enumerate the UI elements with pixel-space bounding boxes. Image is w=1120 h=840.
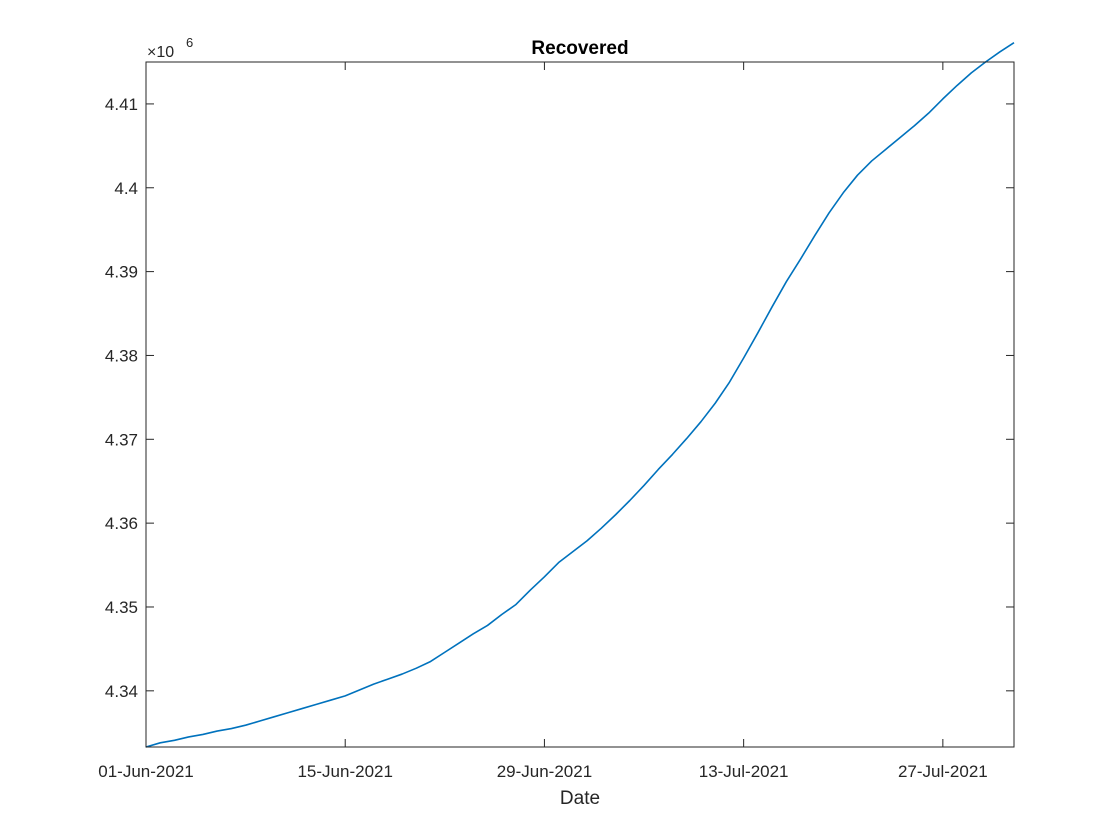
plot-area: 01-Jun-2021 15-Jun-2021 29-Jun-2021 13-Jul-… <box>98 42 1015 781</box>
x-tick-label: 15-Jun-2021 <box>297 762 392 781</box>
y-exponent: ×10 6 <box>147 35 193 61</box>
y-tick-label: 4.39 <box>105 263 138 282</box>
axes-box <box>145 61 1015 748</box>
y-tick-label: 4.36 <box>105 514 138 533</box>
chart-title: Recovered <box>531 38 628 59</box>
x-tick-label: 29-Jun-2021 <box>497 762 592 781</box>
y-tick-label: 4.41 <box>105 95 138 114</box>
x-axis-title: Date <box>560 788 600 809</box>
series-line-0 <box>145 42 1015 748</box>
y-exponent-power: 6 <box>186 35 193 50</box>
x-tick-label: 13-Jul-2021 <box>699 762 789 781</box>
y-tick-label: 4.34 <box>105 682 138 701</box>
y-tick-label: 4.38 <box>105 346 138 365</box>
y-tick-label: 4.4 <box>114 179 138 198</box>
x-tick-label: 27-Jul-2021 <box>898 762 988 781</box>
y-exponent-base: ×10 <box>147 44 174 61</box>
y-tick-label: 4.37 <box>105 430 138 449</box>
x-tick-label: 01-Jun-2021 <box>98 762 193 781</box>
y-tick-label: 4.35 <box>105 598 138 617</box>
